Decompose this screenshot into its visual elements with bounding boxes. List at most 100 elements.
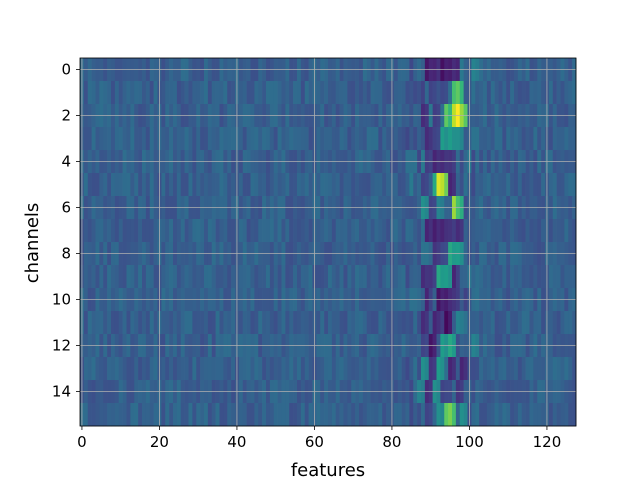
heatmap-cell — [196, 357, 201, 381]
heatmap-cell — [211, 81, 216, 105]
heatmap-cell — [560, 403, 565, 427]
heatmap-cell — [560, 265, 565, 289]
heatmap-cell — [258, 173, 263, 197]
heatmap-cell — [405, 357, 410, 381]
heatmap-cell — [320, 311, 325, 335]
heatmap-cell — [91, 357, 96, 381]
heatmap-cell — [525, 265, 530, 289]
heatmap-cell — [316, 219, 321, 243]
heatmap-cell — [134, 311, 139, 335]
heatmap-cell — [169, 127, 174, 151]
heatmap-cell — [169, 265, 174, 289]
heatmap-cell — [324, 173, 329, 197]
heatmap-cell — [293, 81, 298, 105]
heatmap-cell — [254, 127, 259, 151]
heatmap-cell — [529, 173, 534, 197]
heatmap-cell — [421, 81, 426, 105]
heatmap-cell — [192, 81, 197, 105]
heatmap-cell — [490, 357, 495, 381]
heatmap-cell — [277, 127, 282, 151]
heatmap-cell — [529, 127, 534, 151]
heatmap-cell — [486, 403, 492, 427]
heatmap-cell — [107, 81, 112, 105]
heatmap-cell — [417, 219, 422, 243]
heatmap-cell — [277, 81, 282, 105]
heatmap-cell — [494, 173, 499, 197]
heatmap-cell — [227, 219, 232, 243]
heatmap-cell — [223, 81, 228, 105]
heatmap-cell — [192, 127, 197, 151]
heatmap-cell — [537, 403, 542, 427]
heatmap-cell — [130, 357, 135, 381]
heatmap-cell — [324, 127, 329, 151]
heatmap-cell — [111, 403, 116, 427]
heatmap-cell — [564, 219, 569, 243]
heatmap-cell — [238, 357, 244, 381]
heatmap-cell — [362, 173, 368, 197]
heatmap-cell — [273, 219, 278, 243]
heatmap-cell — [316, 357, 321, 381]
heatmap-cell — [335, 127, 340, 151]
heatmap-cell — [238, 265, 244, 289]
heatmap-cell — [149, 403, 154, 427]
heatmap-cell — [479, 173, 484, 197]
heatmap-cell — [300, 403, 306, 427]
heatmap-cell — [502, 173, 507, 197]
heatmap-cell — [176, 173, 182, 197]
heatmap-cell — [289, 219, 294, 243]
heatmap-cell — [525, 403, 530, 427]
heatmap-cell — [533, 219, 538, 243]
heatmap-cell — [180, 127, 185, 151]
heatmap-cell — [417, 403, 422, 427]
heatmap-cell — [436, 357, 441, 381]
heatmap-cell — [537, 173, 542, 197]
heatmap-cell — [510, 357, 515, 381]
heatmap-cell — [432, 311, 437, 335]
heatmap-cell — [204, 357, 209, 381]
heatmap-cell — [506, 81, 511, 105]
heatmap-cell — [242, 173, 247, 197]
heatmap-cell — [215, 219, 220, 243]
heatmap-cell — [126, 357, 131, 381]
heatmap-cell — [281, 311, 286, 335]
heatmap-cell — [483, 311, 488, 335]
heatmap-cell — [138, 357, 143, 381]
heatmap-cell — [351, 173, 356, 197]
heatmap-cell — [219, 219, 224, 243]
heatmap-cell — [568, 173, 573, 197]
heatmap-cell — [293, 265, 298, 289]
heatmap-cell — [207, 127, 213, 151]
heatmap-cell — [366, 173, 371, 197]
heatmap-cell — [300, 265, 306, 289]
heatmap-cell — [184, 219, 189, 243]
heatmap-cell — [277, 173, 282, 197]
heatmap-cell — [238, 219, 244, 243]
heatmap-cell — [153, 127, 158, 151]
heatmap-cell — [258, 265, 263, 289]
heatmap-cell — [223, 173, 228, 197]
heatmap-cell — [463, 219, 468, 243]
heatmap-cell — [475, 127, 480, 151]
y-tick-label: 0 — [61, 61, 71, 79]
heatmap-cell — [316, 127, 321, 151]
heatmap-cell — [176, 219, 182, 243]
heatmap-cell — [347, 173, 352, 197]
heatmap-cell — [161, 311, 166, 335]
heatmap-cell — [386, 357, 391, 381]
heatmap-cell — [479, 403, 484, 427]
heatmap-cell — [355, 403, 360, 427]
heatmap-cell — [506, 219, 511, 243]
heatmap-cell — [362, 265, 368, 289]
heatmap-cell — [421, 265, 426, 289]
heatmap-cell — [266, 357, 271, 381]
heatmap-cell — [362, 219, 368, 243]
heatmap-cell — [204, 173, 209, 197]
heatmap-cell — [448, 265, 453, 289]
heatmap-cell — [262, 127, 267, 151]
heatmap-cell — [486, 81, 492, 105]
heatmap-cell — [242, 357, 247, 381]
heatmap-cell — [452, 265, 457, 289]
heatmap-cell — [366, 311, 371, 335]
heatmap-cell — [196, 403, 201, 427]
grid-lines — [80, 58, 576, 426]
